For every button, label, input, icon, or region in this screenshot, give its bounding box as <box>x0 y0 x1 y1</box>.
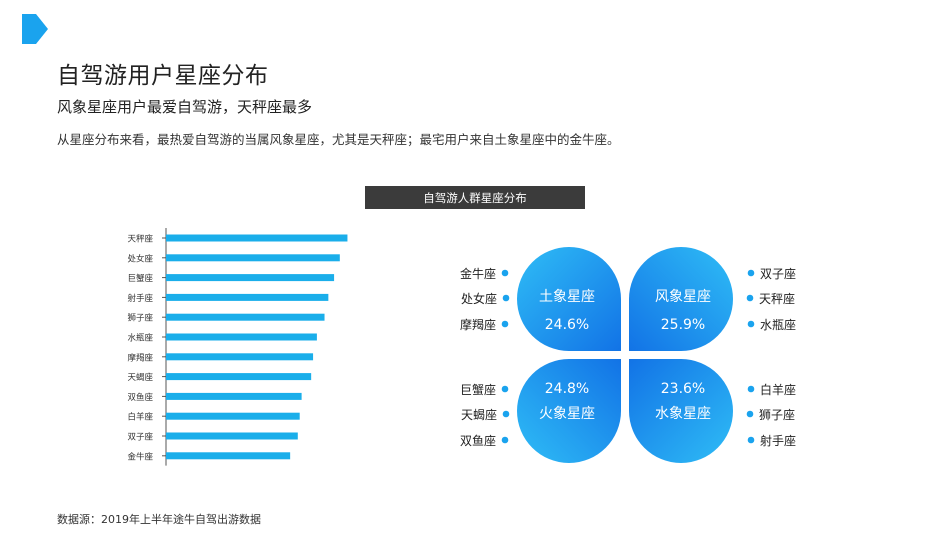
bar-category-label: 金牛座 <box>127 451 153 462</box>
element-share-label: 23.6% <box>661 381 705 397</box>
zodiac-sign-label: 摩羯座 <box>460 317 496 332</box>
bar-category-label: 天秤座 <box>127 234 153 245</box>
element-share-label: 24.8% <box>545 381 589 397</box>
bar <box>166 234 348 242</box>
element-share-label: 24.6% <box>545 317 589 333</box>
zodiac-sign-label: 天蝎座 <box>461 407 497 422</box>
bar <box>166 373 312 381</box>
bullet-dot <box>501 385 509 393</box>
zodiac-sign-label: 双子座 <box>760 266 796 281</box>
bullet-dot <box>746 294 754 302</box>
bar-category-label: 狮子座 <box>127 313 153 324</box>
bar <box>166 432 298 440</box>
bullet-dot <box>501 436 509 444</box>
zodiac-sign-label: 白羊座 <box>760 382 796 397</box>
bar-category-label: 天蝎座 <box>127 372 153 383</box>
air-signs-segment <box>629 247 733 351</box>
bar <box>166 313 325 321</box>
bar <box>166 392 302 400</box>
page-title: 自驾游用户星座分布 <box>57 63 269 89</box>
bar <box>166 353 314 361</box>
bar <box>166 333 317 341</box>
zodiac-sign-label: 处女座 <box>461 291 497 306</box>
element-share-label: 25.9% <box>661 317 705 333</box>
bar-category-label: 巨蟹座 <box>127 273 153 284</box>
bar-category-label: 双鱼座 <box>127 392 153 403</box>
zodiac-sign-label: 金牛座 <box>460 266 496 281</box>
zodiac-sign-label: 射手座 <box>760 433 796 448</box>
page-description: 从星座分布来看，最热爱自驾游的当属风象星座，尤其是天秤座；最宅用户来自土象星座中… <box>57 132 620 147</box>
zodiac-sign-label: 双鱼座 <box>460 433 496 448</box>
fire-signs-segment <box>517 359 621 463</box>
zodiac-sign-label: 水瓶座 <box>760 317 796 332</box>
bar <box>166 293 329 301</box>
chart-title: 自驾游人群星座分布 <box>365 186 585 209</box>
element-group-label: 火象星座 <box>539 406 595 422</box>
bullet-dot <box>501 269 509 277</box>
bullet-dot <box>747 436 755 444</box>
zodiac-sign-label: 天秤座 <box>759 291 795 306</box>
bar-category-label: 处女座 <box>127 253 153 264</box>
element-quadrant-chart: 土象星座 24.6% 风象星座 25.9% 火象星座 24.8% 水象星座 23.6% 金牛座处… <box>460 247 796 463</box>
zodiac-sign-label: 巨蟹座 <box>460 382 496 397</box>
bullet-dot <box>747 320 755 328</box>
bar <box>166 452 291 460</box>
bar <box>166 412 300 420</box>
page-subtitle: 风象星座用户最爱自驾游，天秤座最多 <box>57 98 313 116</box>
bar <box>166 274 335 282</box>
bar-category-label: 射手座 <box>127 293 153 304</box>
bullet-dot <box>746 410 754 418</box>
bar <box>166 254 340 262</box>
bar-category-label: 双子座 <box>127 432 153 443</box>
bullet-dot <box>747 269 755 277</box>
bullet-dot <box>747 385 755 393</box>
element-group-label: 土象星座 <box>539 289 595 305</box>
bullet-dot <box>502 294 510 302</box>
zodiac-sign-label: 狮子座 <box>759 407 795 422</box>
bullet-dot <box>501 320 509 328</box>
data-source-note: 数据源：2019年上半年途牛自驾出游数据 <box>57 513 261 526</box>
brand-logo-icon <box>22 14 48 44</box>
water-signs-segment <box>629 359 733 463</box>
element-group-label: 水象星座 <box>655 406 711 422</box>
bar-category-label: 摩羯座 <box>127 352 153 363</box>
earth-signs-segment <box>517 247 621 351</box>
bullet-dot <box>502 410 510 418</box>
bar-category-label: 白羊座 <box>127 412 153 423</box>
element-group-label: 风象星座 <box>655 289 711 305</box>
bar-category-label: 水瓶座 <box>127 333 153 344</box>
